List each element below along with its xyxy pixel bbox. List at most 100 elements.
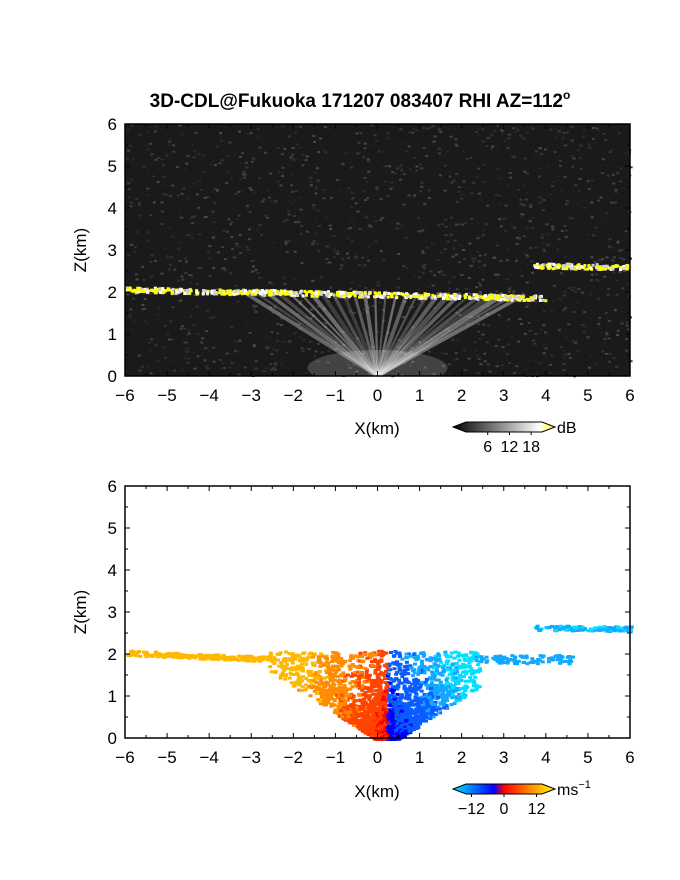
band-pixel	[536, 266, 540, 270]
velocity-pixel	[554, 625, 559, 629]
velocity-pixel	[557, 628, 562, 632]
noise-pixel	[582, 277, 586, 280]
noise-pixel	[428, 350, 431, 353]
noise-pixel	[526, 255, 530, 258]
noise-pixel	[476, 372, 480, 375]
noise-pixel	[598, 316, 602, 319]
noise-pixel	[274, 362, 278, 365]
velocity-pixel	[437, 654, 441, 658]
velocity-pixel	[287, 676, 292, 680]
noise-pixel	[411, 360, 415, 363]
velocity-pixel	[433, 656, 438, 660]
noise-pixel	[169, 256, 173, 259]
noise-pixel	[248, 332, 252, 334]
noise-pixel	[529, 374, 533, 376]
noise-pixel	[227, 218, 231, 221]
noise-pixel	[542, 248, 546, 250]
velocity-pixel	[257, 656, 262, 659]
noise-pixel	[305, 316, 309, 319]
velocity-pixel	[199, 656, 204, 660]
noise-pixel	[363, 264, 367, 267]
noise-pixel	[444, 352, 448, 355]
noise-pixel	[367, 289, 371, 292]
noise-pixel	[522, 235, 526, 238]
noise-pixel	[155, 313, 159, 316]
velocity-pixel	[285, 663, 290, 667]
noise-pixel	[569, 216, 572, 219]
noise-pixel	[586, 337, 590, 339]
velocity-pixel	[175, 656, 180, 659]
velocity-pixel	[335, 665, 340, 669]
velocity-pixel	[393, 696, 398, 699]
noise-pixel	[480, 157, 484, 160]
velocity-pixel	[127, 654, 132, 658]
velocity-pixel	[440, 693, 445, 697]
noise-pixel	[597, 280, 601, 282]
velocity-pixel	[407, 729, 412, 733]
noise-pixel	[311, 207, 315, 210]
band-pixel	[244, 289, 247, 293]
velocity-pixel	[447, 666, 452, 670]
noise-pixel	[195, 338, 199, 341]
noise-pixel	[405, 267, 409, 270]
band-pixel	[526, 298, 530, 301]
velocity-pixel	[422, 665, 427, 669]
noise-pixel	[143, 321, 147, 324]
velocity-pixel	[365, 730, 370, 734]
noise-pixel	[389, 187, 393, 190]
noise-pixel	[470, 217, 474, 220]
noise-pixel	[444, 219, 447, 221]
band-pixel	[310, 294, 314, 298]
noise-pixel	[423, 228, 427, 231]
noise-pixel	[461, 150, 465, 153]
noise-pixel	[446, 240, 450, 243]
noise-pixel	[502, 217, 506, 220]
noise-pixel	[433, 307, 437, 309]
noise-pixel	[452, 179, 456, 182]
noise-pixel	[248, 187, 252, 190]
noise-pixel	[417, 289, 421, 292]
noise-pixel	[486, 363, 490, 366]
velocity-pixel	[466, 679, 471, 683]
velocity-pixel	[315, 691, 320, 695]
velocity-pixel	[357, 677, 362, 681]
band-pixel	[158, 288, 162, 292]
velocity-pixel	[582, 627, 587, 631]
velocity-pixel	[434, 678, 439, 682]
noise-pixel	[427, 189, 431, 192]
noise-pixel	[222, 267, 226, 270]
noise-pixel	[497, 313, 501, 316]
noise-pixel	[314, 192, 318, 195]
velocity-pixel	[374, 681, 379, 685]
velocity-pixel	[291, 681, 296, 685]
noise-pixel	[319, 137, 322, 140]
noise-pixel	[570, 125, 574, 128]
noise-pixel	[474, 349, 477, 352]
noise-pixel	[399, 164, 403, 167]
noise-pixel	[294, 131, 298, 134]
velocity-pixel	[392, 697, 397, 701]
velocity-pixel	[376, 724, 381, 728]
velocity-pixel	[361, 675, 366, 679]
velocity-pixel	[379, 671, 384, 675]
band-pixel	[347, 295, 351, 299]
velocity-pixel	[420, 680, 425, 684]
noise-pixel	[334, 341, 337, 344]
velocity-pixel	[367, 698, 372, 702]
band-pixel	[443, 293, 447, 297]
velocity-pixel	[612, 626, 617, 630]
velocity-pixel	[430, 670, 435, 674]
velocity-pixel	[412, 728, 417, 732]
velocity-pixel	[350, 685, 355, 689]
velocity-pixel	[380, 730, 385, 734]
noise-pixel	[254, 359, 258, 362]
noise-pixel	[149, 261, 153, 264]
noise-pixel	[550, 309, 554, 312]
noise-pixel	[362, 189, 365, 192]
noise-pixel	[426, 127, 430, 130]
noise-pixel	[321, 295, 325, 298]
noise-pixel	[490, 134, 494, 137]
band-pixel	[262, 293, 266, 297]
velocity-pixel	[389, 724, 394, 728]
